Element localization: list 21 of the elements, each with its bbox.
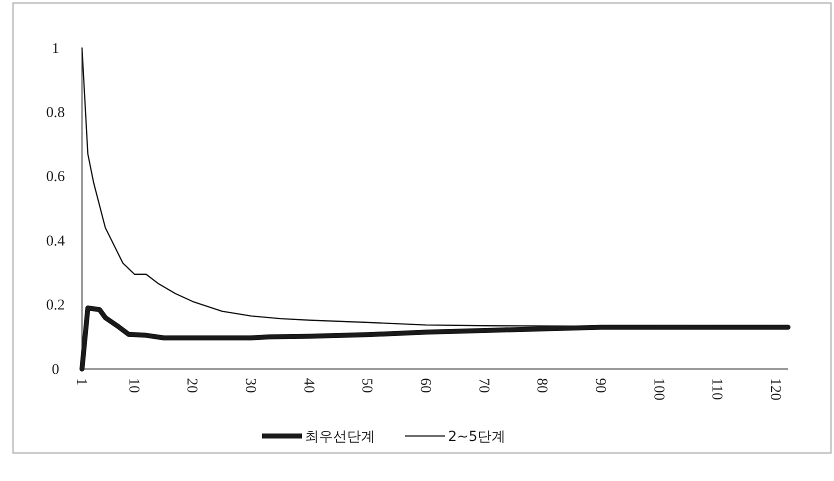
x-tick-label: 20	[184, 378, 200, 393]
y-tick-label: 0	[52, 362, 60, 378]
legend-label: 최우선단계	[305, 428, 375, 445]
x-tick-label: 40	[300, 378, 316, 393]
legend-label: 2~5단계	[448, 428, 506, 445]
x-tick-label: 110	[708, 378, 725, 400]
y-tick-label: 1	[52, 40, 60, 57]
y-tick-label: 0.2	[46, 298, 65, 314]
y-tick-label: 0.6	[46, 169, 66, 186]
x-tick-label: 30	[242, 378, 258, 393]
y-tick-label: 0.4	[46, 233, 66, 250]
y-tick-label: 0.8	[46, 105, 65, 121]
x-tick-label: 90	[592, 378, 608, 393]
x-tick-label: 1	[72, 378, 89, 386]
x-tick-label: 10	[125, 378, 142, 393]
x-tick-label: 50	[358, 378, 375, 393]
x-tick-label: 120	[767, 378, 784, 400]
x-tick-label: 100	[650, 378, 666, 400]
x-tick-label: 80	[534, 378, 550, 393]
x-tick-label: 60	[417, 378, 433, 393]
x-tick-label: 70	[475, 378, 492, 393]
